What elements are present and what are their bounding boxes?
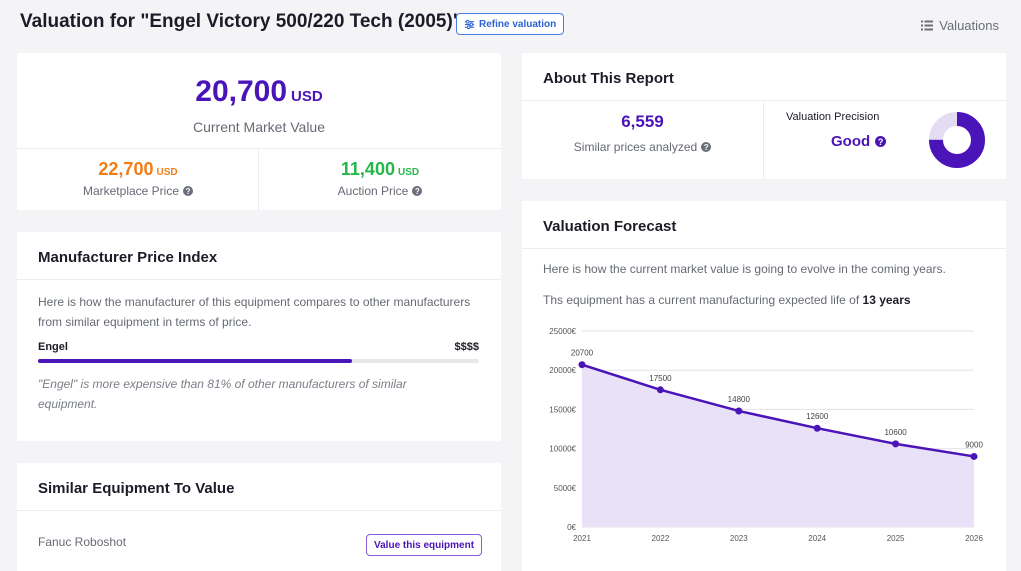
- donut-fill: [929, 112, 985, 168]
- sliders-icon: [464, 19, 475, 29]
- card-divider: [522, 248, 1006, 249]
- precision-donut-chart: [929, 112, 985, 168]
- auction-price-label: Auction Price: [337, 184, 409, 198]
- question-icon[interactable]: ?: [412, 186, 423, 196]
- list-icon: [921, 20, 934, 31]
- x-tick-label: 2025: [887, 534, 905, 543]
- data-point: [578, 361, 586, 369]
- data-label: 12600: [806, 412, 829, 421]
- question-icon[interactable]: ?: [701, 142, 712, 152]
- forecast-description: Here is how the current market value is …: [543, 262, 946, 276]
- manufacturer-description: Here is how the manufacturer of this equ…: [38, 295, 471, 329]
- card-divider: [17, 510, 501, 511]
- data-point: [656, 386, 664, 394]
- y-tick-label: 5000€: [554, 484, 577, 493]
- valuation-precision-label: Valuation Precision: [786, 111, 880, 123]
- current-market-value-number: 20,700: [195, 75, 288, 108]
- manufacturer-price-level: $$$$: [454, 341, 479, 353]
- valuations-link[interactable]: Valuations: [921, 18, 999, 33]
- manufacturer-price-index-title: Manufacturer Price Index: [38, 249, 218, 266]
- similar-equipment-card: Similar Equipment To Value Fanuc Robosho…: [17, 463, 501, 571]
- refine-valuation-label: Refine valuation: [479, 18, 557, 30]
- y-tick-label: 25000€: [549, 327, 576, 336]
- value-this-equipment-button[interactable]: Value this equipment: [366, 534, 483, 556]
- y-tick-label: 15000€: [549, 405, 576, 414]
- similar-equipment-title: Similar Equipment To Value: [38, 480, 235, 497]
- x-tick-label: 2026: [965, 534, 983, 543]
- auction-price: 11,400 USD Auction Price?: [259, 149, 501, 210]
- marketplace-price-value: 22,700: [98, 159, 154, 179]
- question-icon[interactable]: ?: [875, 136, 887, 147]
- data-label: 10600: [884, 428, 907, 437]
- similar-item-name: Fanuc Roboshot: [38, 535, 127, 549]
- y-tick-label: 20000€: [549, 366, 576, 375]
- price-index-bar-fill: [38, 359, 353, 363]
- about-report-card: About This Report 6,559 Similar prices a…: [522, 53, 1006, 179]
- page-header: Valuation for "Engel Victory 500/220 Tec…: [0, 0, 1021, 48]
- valuation-precision-value: Good: [831, 133, 871, 150]
- x-tick-label: 2021: [573, 534, 591, 543]
- price-index-bar: [38, 359, 479, 363]
- about-report-title: About This Report: [543, 70, 674, 87]
- series-line: [581, 363, 975, 458]
- expected-life-prefix: Ths equipment has a current manufacturin…: [543, 293, 860, 307]
- expected-life-value: 13 years: [862, 293, 911, 307]
- y-tick-label: 10000€: [549, 445, 576, 454]
- valuation-forecast-title: Valuation Forecast: [543, 218, 677, 235]
- question-icon[interactable]: ?: [183, 186, 194, 196]
- x-tick-label: 2023: [730, 534, 748, 543]
- similar-prices-label-row: Similar prices analyzed?: [522, 140, 763, 154]
- y-tick-label: 0€: [567, 523, 576, 532]
- valuations-label: Valuations: [939, 18, 999, 33]
- marketplace-price-currency: USD: [156, 167, 178, 178]
- data-point: [813, 424, 821, 432]
- manufacturer-name: Engel: [38, 341, 68, 353]
- auction-price-currency: USD: [397, 167, 420, 178]
- expected-life-text: Ths equipment has a current manufacturin…: [543, 293, 911, 307]
- series-area: [582, 364, 974, 527]
- manufacturer-note: "Engel" is more expensive than 81% of ot…: [38, 377, 407, 411]
- marketplace-price: 22,700 USD Marketplace Price?: [17, 149, 259, 210]
- valuation-precision-value-row: Good?: [831, 133, 887, 150]
- about-card-separator: [763, 100, 764, 179]
- data-point: [735, 407, 743, 415]
- similar-prices-count: 6,559: [621, 112, 664, 131]
- x-tick-label: 2024: [808, 534, 826, 543]
- current-market-value-label: Current Market Value: [192, 119, 325, 135]
- data-point: [892, 440, 900, 448]
- refine-valuation-button[interactable]: Refine valuation: [456, 13, 565, 35]
- value-card-divider: [17, 148, 501, 149]
- data-label: 9000: [965, 440, 983, 449]
- card-divider: [522, 100, 1006, 101]
- current-market-value-currency: USD: [291, 88, 323, 105]
- card-divider: [17, 279, 501, 280]
- similar-prices-label: Similar prices analyzed: [573, 140, 698, 154]
- auction-price-value: 11,400: [340, 159, 395, 179]
- marketplace-price-label: Marketplace Price: [82, 184, 180, 198]
- data-label: 14800: [728, 395, 751, 404]
- x-tick-label: 2022: [652, 534, 670, 543]
- data-point: [970, 452, 978, 460]
- page-title: Valuation for "Engel Victory 500/220 Tec…: [20, 11, 462, 32]
- manufacturer-price-index-card: Manufacturer Price Index Here is how the…: [17, 232, 501, 441]
- data-label: 17500: [649, 374, 672, 383]
- data-label: 20700: [571, 349, 594, 358]
- forecast-chart: 25000€ 20000€ 15000€ 10000€ 5000€ 0€ 20700 2021…: [549, 327, 983, 543]
- valuation-forecast-card: Valuation Forecast Here is how the curre…: [522, 201, 1006, 571]
- current-market-value: 20,700 USD: [17, 75, 501, 109]
- value-card-separator: [258, 149, 259, 210]
- market-value-card: 20,700 USD Current Market Value 22,700 USD…: [17, 53, 501, 210]
